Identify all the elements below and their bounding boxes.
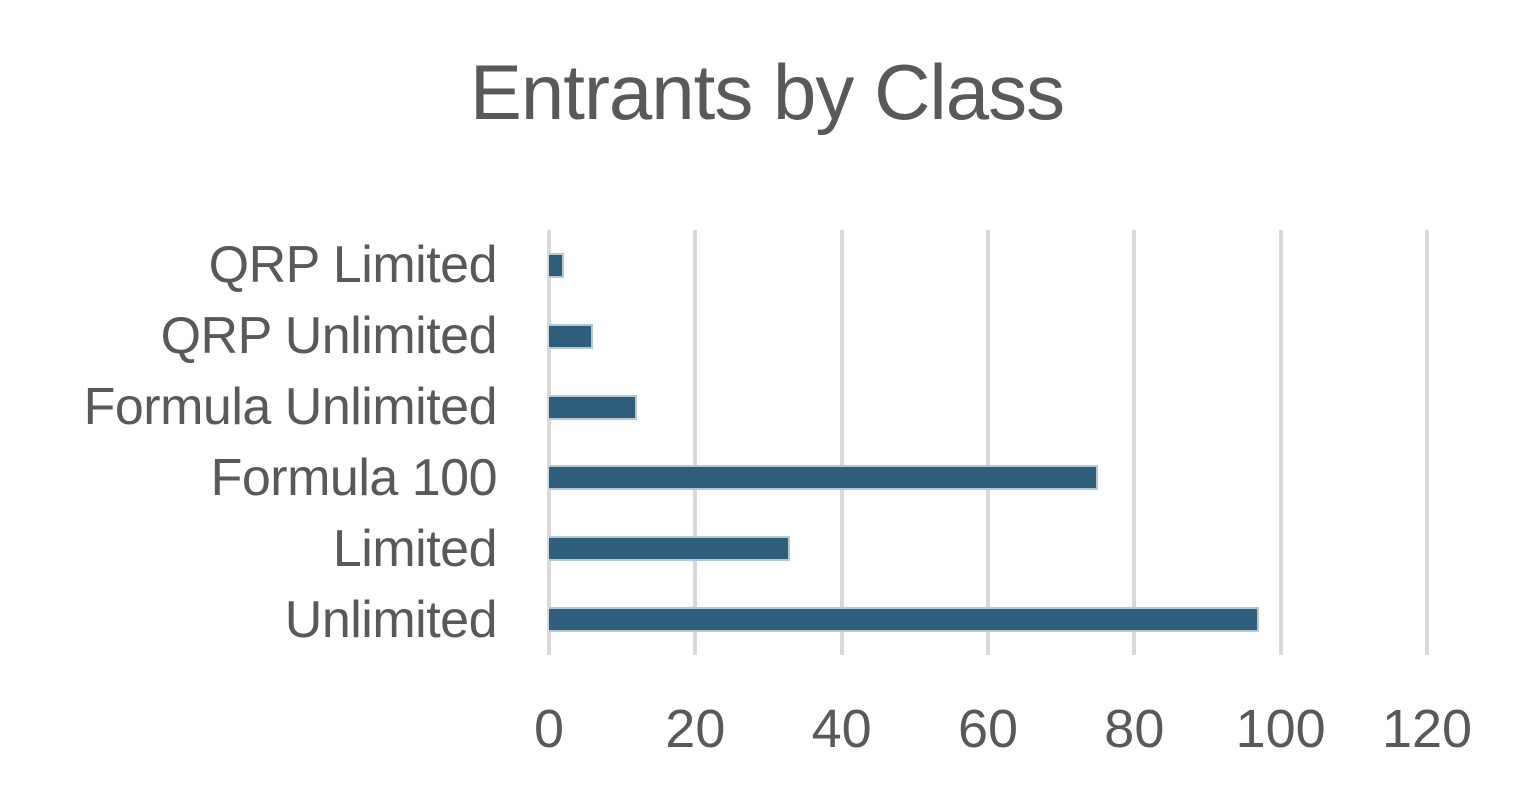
gridline-x-20 xyxy=(693,230,698,655)
category-label: QRP Unlimited xyxy=(160,307,498,366)
bar-limited xyxy=(549,536,791,562)
category-label: Limited xyxy=(332,519,498,578)
gridline-x-0 xyxy=(547,230,551,655)
bar-unlimited xyxy=(549,607,1259,633)
category-label: QRP Limited xyxy=(208,236,498,295)
gridline-x-100 xyxy=(1278,230,1283,655)
bar-formula-unlimited xyxy=(549,394,637,420)
chart-title: Entrants by Class xyxy=(469,48,1065,136)
category-label: Formula 100 xyxy=(210,448,498,507)
bar-qrp-unlimited xyxy=(549,323,593,349)
x-tick-label: 80 xyxy=(1104,699,1165,759)
gridline-x-80 xyxy=(1132,230,1137,655)
gridline-x-60 xyxy=(986,230,990,655)
bar-formula-100 xyxy=(549,465,1098,491)
category-label: Formula Unlimited xyxy=(83,378,498,437)
x-tick-label: 60 xyxy=(957,699,1019,759)
x-tick-label: 0 xyxy=(533,699,565,759)
x-tick-label: 120 xyxy=(1381,699,1473,759)
x-tick-label: 40 xyxy=(811,699,872,759)
x-tick-label: 20 xyxy=(665,699,726,759)
x-tick-label: 100 xyxy=(1235,699,1326,759)
category-label: Unlimited xyxy=(284,590,498,649)
gridline-x-120 xyxy=(1425,230,1429,655)
gridline-x-40 xyxy=(839,230,844,655)
plot-area xyxy=(547,230,1429,655)
bar-qrp-limited xyxy=(549,252,564,278)
